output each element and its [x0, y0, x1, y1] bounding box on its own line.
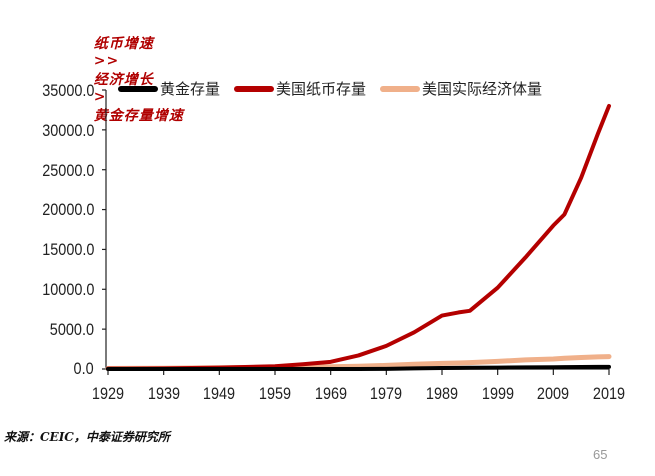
y-tick-label: 15000.0 [41, 240, 94, 259]
page-number: 65 [593, 447, 608, 462]
x-tick-label: 1959 [258, 384, 292, 403]
x-tick-label: 1979 [369, 384, 403, 403]
x-tick-label: 1969 [314, 384, 348, 403]
axes [102, 89, 610, 375]
x-tick-label: 1999 [481, 384, 515, 403]
x-tick-label: 1929 [91, 384, 125, 403]
legend-item-gold: 黄金存量 [118, 78, 220, 99]
x-tick-label: 1939 [147, 384, 181, 403]
y-tick-label: 0.0 [73, 359, 94, 378]
title-part-economy: 经济增长 [93, 72, 154, 88]
legend-label: 黄金存量 [160, 80, 221, 98]
title-part-gold: 黄金存量增速 [93, 108, 184, 124]
title-separator: >> [93, 53, 120, 69]
title-part-currency: 纸币增速 [93, 36, 154, 52]
legend-swatch-icon [234, 85, 275, 92]
series-line [106, 103, 611, 371]
legend-label: 美国实际经济体量 [422, 80, 543, 98]
chart-title: 纸币增速 >> 经济增长 > 黄金存量增速 [82, 17, 184, 125]
legend-swatch-icon [380, 85, 421, 92]
x-tick-label: 2019 [592, 384, 626, 403]
legend-label: 美国纸币存量 [276, 80, 367, 98]
y-tick-label: 10000.0 [41, 280, 94, 299]
x-tick-label: 2009 [536, 384, 570, 403]
legend-item-currency: 美国纸币存量 [234, 78, 366, 99]
y-tick-label: 20000.0 [41, 200, 94, 219]
x-tick-label: 1949 [202, 384, 236, 403]
y-tick-label: 5000.0 [49, 320, 94, 339]
title-separator: > [93, 89, 107, 105]
series-lines [105, 103, 612, 372]
y-tick-label: 25000.0 [41, 161, 94, 180]
series-line [106, 364, 611, 371]
legend: 黄金存量 美国纸币存量 美国实际经济体量 [118, 78, 556, 99]
source-note: 来源：CEIC，中泰证券研究所 [4, 430, 170, 444]
y-tick-label: 30000.0 [41, 121, 94, 140]
x-tick-label: 1989 [425, 384, 459, 403]
legend-item-economy: 美国实际经济体量 [380, 78, 542, 99]
legend-swatch-icon [118, 85, 158, 92]
y-tick-label: 35000.0 [41, 81, 94, 100]
